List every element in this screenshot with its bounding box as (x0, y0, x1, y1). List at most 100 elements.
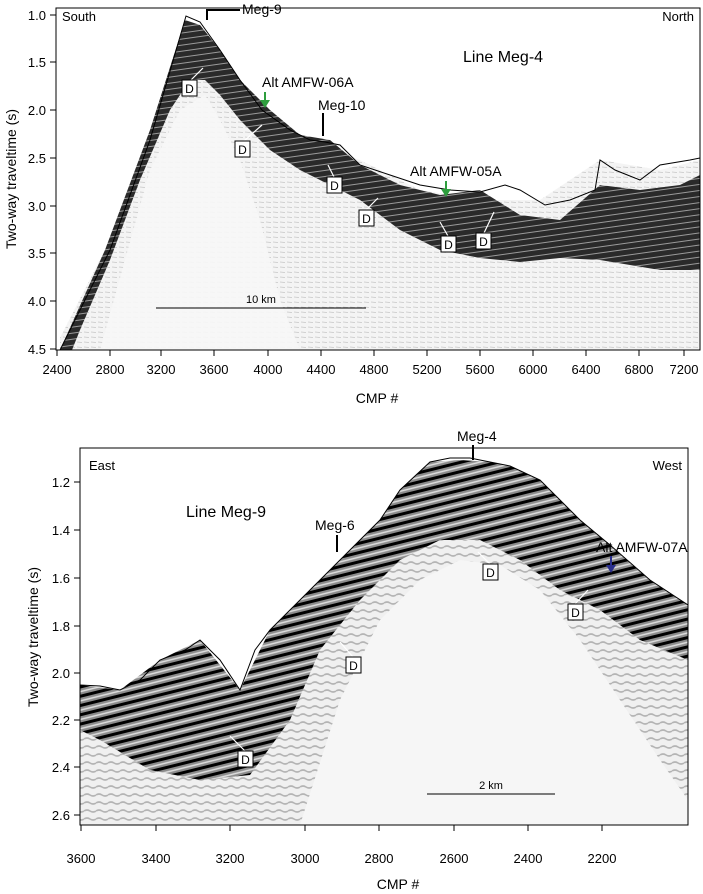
y-tick: 2.6 (52, 808, 80, 823)
x-tick-label: 3200 (216, 851, 245, 866)
x-tick: 4000 (254, 350, 283, 377)
y-tick-label: 2.2 (52, 713, 70, 728)
x-tick-label: 4000 (254, 362, 283, 377)
top-x-axis-label: CMP # (356, 390, 399, 406)
y-tick: 3.5 (28, 246, 56, 261)
top-right-direction: North (662, 9, 694, 24)
x-tick: 2400 (43, 350, 72, 377)
alt-07a-arrow-icon (606, 556, 616, 573)
x-tick-label: 2600 (440, 851, 469, 866)
horizon-marker-d: D (358, 197, 379, 227)
y-tick: 2.0 (28, 103, 56, 118)
x-tick: 3400 (142, 825, 170, 866)
x-tick: 5600 (466, 350, 495, 377)
horizon-marker-d: D (475, 211, 495, 250)
bottom-y-axis-label: Two-way traveltime (s) (25, 567, 41, 707)
svg-text:D: D (241, 753, 250, 767)
y-tick: 2.5 (28, 151, 56, 166)
x-tick: 5200 (413, 350, 442, 377)
y-tick-label: 3.5 (28, 246, 46, 261)
x-tick: 2600 (440, 825, 469, 866)
x-tick: 4800 (360, 350, 389, 377)
alt-site-label-07a: Alt AMFW-07A (596, 539, 688, 555)
bottom-panel: East West Line Meg-9 Meg-4 Meg-6 Alt AMF… (25, 428, 689, 892)
y-tick: 1.0 (28, 8, 56, 23)
svg-text:D: D (362, 212, 371, 226)
x-tick: 2800 (96, 350, 125, 377)
y-tick: 4.0 (28, 294, 56, 309)
svg-text:D: D (444, 238, 453, 252)
top-y-axis-label: Two-way traveltime (s) (3, 109, 19, 249)
x-tick: 3600 (67, 825, 96, 866)
top-panel: South North Line Meg-4 Meg-9 Meg-10 Alt … (3, 1, 701, 406)
x-tick-label: 6800 (625, 362, 654, 377)
x-tick-label: 2800 (365, 851, 394, 866)
y-tick: 2.4 (52, 760, 80, 775)
x-tick-label: 2400 (514, 851, 543, 866)
meg9-leader (206, 9, 240, 20)
svg-text:D: D (185, 82, 194, 96)
horizon-marker-d: D (567, 589, 589, 621)
x-tick: 3200 (147, 350, 175, 377)
horizon-marker-d: D (234, 124, 263, 158)
y-tick-label: 2.5 (28, 151, 46, 166)
svg-text:D: D (349, 659, 358, 673)
y-tick-label: 1.4 (52, 523, 70, 538)
horizon-markers-bottom: D D D D (229, 551, 589, 768)
y-tick: 4.5 (28, 342, 56, 357)
bottom-y-axis: 1.2 1.4 1.6 1.8 2.0 2.2 2.4 2.6 (52, 475, 80, 823)
y-tick-label: 1.6 (52, 571, 70, 586)
x-tick-label: 5200 (413, 362, 442, 377)
y-tick-label: 2.6 (52, 808, 70, 823)
x-tick: 6000 (519, 350, 548, 377)
x-tick-label: 5600 (466, 362, 495, 377)
bottom-x-axis: 3600 3400 3200 3000 2800 2600 2400 2200 (67, 825, 617, 866)
site-label-meg9: Meg-9 (242, 1, 282, 17)
x-tick-label: 4800 (360, 362, 389, 377)
x-tick: 3000 (291, 825, 320, 866)
bottom-left-direction: East (89, 458, 115, 473)
y-tick: 1.8 (52, 619, 80, 634)
horizon-marker-d: D (477, 551, 499, 581)
x-tick-label: 2800 (96, 362, 125, 377)
svg-text:D: D (479, 235, 488, 249)
y-tick-label: 1.5 (28, 55, 46, 70)
horizon-marker-d: D (181, 67, 204, 97)
svg-text:D: D (571, 606, 580, 620)
x-tick: 2200 (588, 825, 617, 866)
horizon-marker-d: D (439, 221, 457, 253)
top-scale-bar-label: 10 km (246, 294, 276, 306)
horizon-markers-top: D D D D D (181, 67, 495, 253)
x-tick-label: 3600 (200, 362, 229, 377)
svg-text:D: D (238, 143, 247, 157)
x-tick-label: 2400 (43, 362, 72, 377)
alt-site-label-05a: Alt AMFW-05A (410, 163, 502, 179)
x-tick-label: 3000 (291, 851, 320, 866)
x-tick: 4400 (307, 350, 336, 377)
top-seismic-section (59, 15, 700, 350)
y-tick: 2.0 (52, 666, 80, 681)
site-label-meg10: Meg-10 (318, 97, 366, 113)
x-tick-label: 6400 (572, 362, 601, 377)
y-tick: 1.5 (28, 55, 56, 70)
x-tick: 7200 (670, 350, 698, 377)
alt-05a-arrow-icon (441, 181, 451, 197)
x-tick-label: 4400 (307, 362, 336, 377)
x-tick: 2800 (365, 825, 394, 866)
bottom-line-title: Line Meg-9 (186, 504, 266, 521)
svg-text:D: D (486, 566, 495, 580)
bottom-seismic-section (80, 457, 688, 825)
x-tick-label: 6000 (519, 362, 548, 377)
alt-site-label-06a: Alt AMFW-06A (262, 74, 354, 90)
y-tick: 1.2 (52, 475, 80, 490)
y-tick-label: 3.0 (28, 199, 46, 214)
x-tick-label: 3600 (67, 851, 96, 866)
y-tick: 3.0 (28, 199, 56, 214)
y-tick-label: 2.0 (52, 666, 70, 681)
bottom-x-axis-label: CMP # (377, 876, 420, 892)
y-tick: 1.6 (52, 571, 80, 586)
horizon-marker-d: D (229, 735, 254, 768)
x-tick-label: 2200 (588, 851, 617, 866)
top-x-axis: 2400 2800 3200 3600 4000 4400 4800 5200 … (43, 350, 698, 377)
